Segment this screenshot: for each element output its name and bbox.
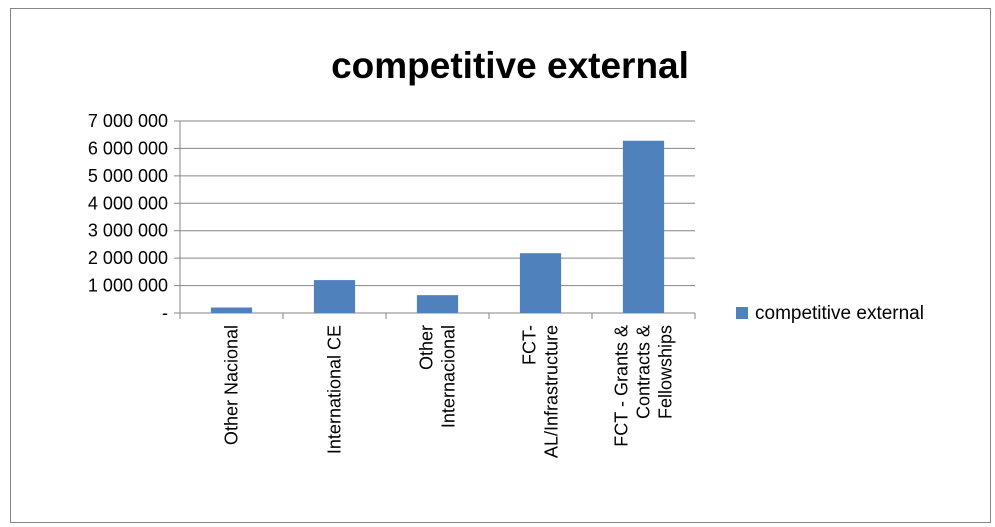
x-tick-label-line: International CE (325, 325, 345, 454)
x-tick-label: Other Internacional (417, 325, 459, 428)
y-tick-label: 2 000 000 (88, 248, 168, 268)
y-tick-label: 7 000 000 (88, 111, 168, 131)
x-tick-label: International CE (325, 325, 345, 454)
bar (210, 307, 253, 313)
x-tick-label: FCT- AL/Infrastructure (520, 325, 562, 458)
x-tick-label-line: FCT - Grants & (612, 325, 632, 447)
y-tick-label: 6 000 000 (88, 138, 168, 158)
legend-swatch (736, 307, 748, 319)
chart-frame (10, 8, 991, 523)
legend-label: competitive external (755, 303, 924, 324)
x-tick-label-line: Contracts & (634, 325, 654, 419)
x-tick-labels: Other Nacional International CE Other Inter… (222, 325, 676, 458)
x-tick-label: FCT - Grants & Contracts & Fellowships (612, 325, 676, 447)
y-tick-label: 5 000 000 (88, 166, 168, 186)
bars (210, 140, 665, 313)
chart-title: competitive external (331, 45, 689, 86)
y-tick-label: - (162, 303, 168, 323)
y-tick-label: 4 000 000 (88, 193, 168, 213)
bar (313, 280, 356, 313)
x-tick-label-line: Internacional (439, 325, 459, 428)
gridlines (180, 120, 695, 287)
axes (174, 120, 696, 319)
x-tick-label-line: FCT- (520, 325, 540, 365)
bar (622, 140, 665, 313)
bar (416, 295, 459, 313)
x-tick-label-line: Other (417, 325, 437, 370)
x-tick-label-line: Other Nacional (222, 325, 242, 445)
x-tick-label: Other Nacional (222, 325, 242, 445)
y-tick-label: 1 000 000 (88, 276, 168, 296)
y-tick-labels: - 1 000 000 2 000 000 3 000 000 4 000 000 5 0… (88, 111, 168, 323)
x-tick-label-line: Fellowships (656, 325, 676, 419)
y-tick-label: 3 000 000 (88, 221, 168, 241)
legend: competitive external (736, 303, 924, 324)
bar (519, 253, 562, 313)
x-tick-label-line: AL/Infrastructure (542, 325, 562, 458)
